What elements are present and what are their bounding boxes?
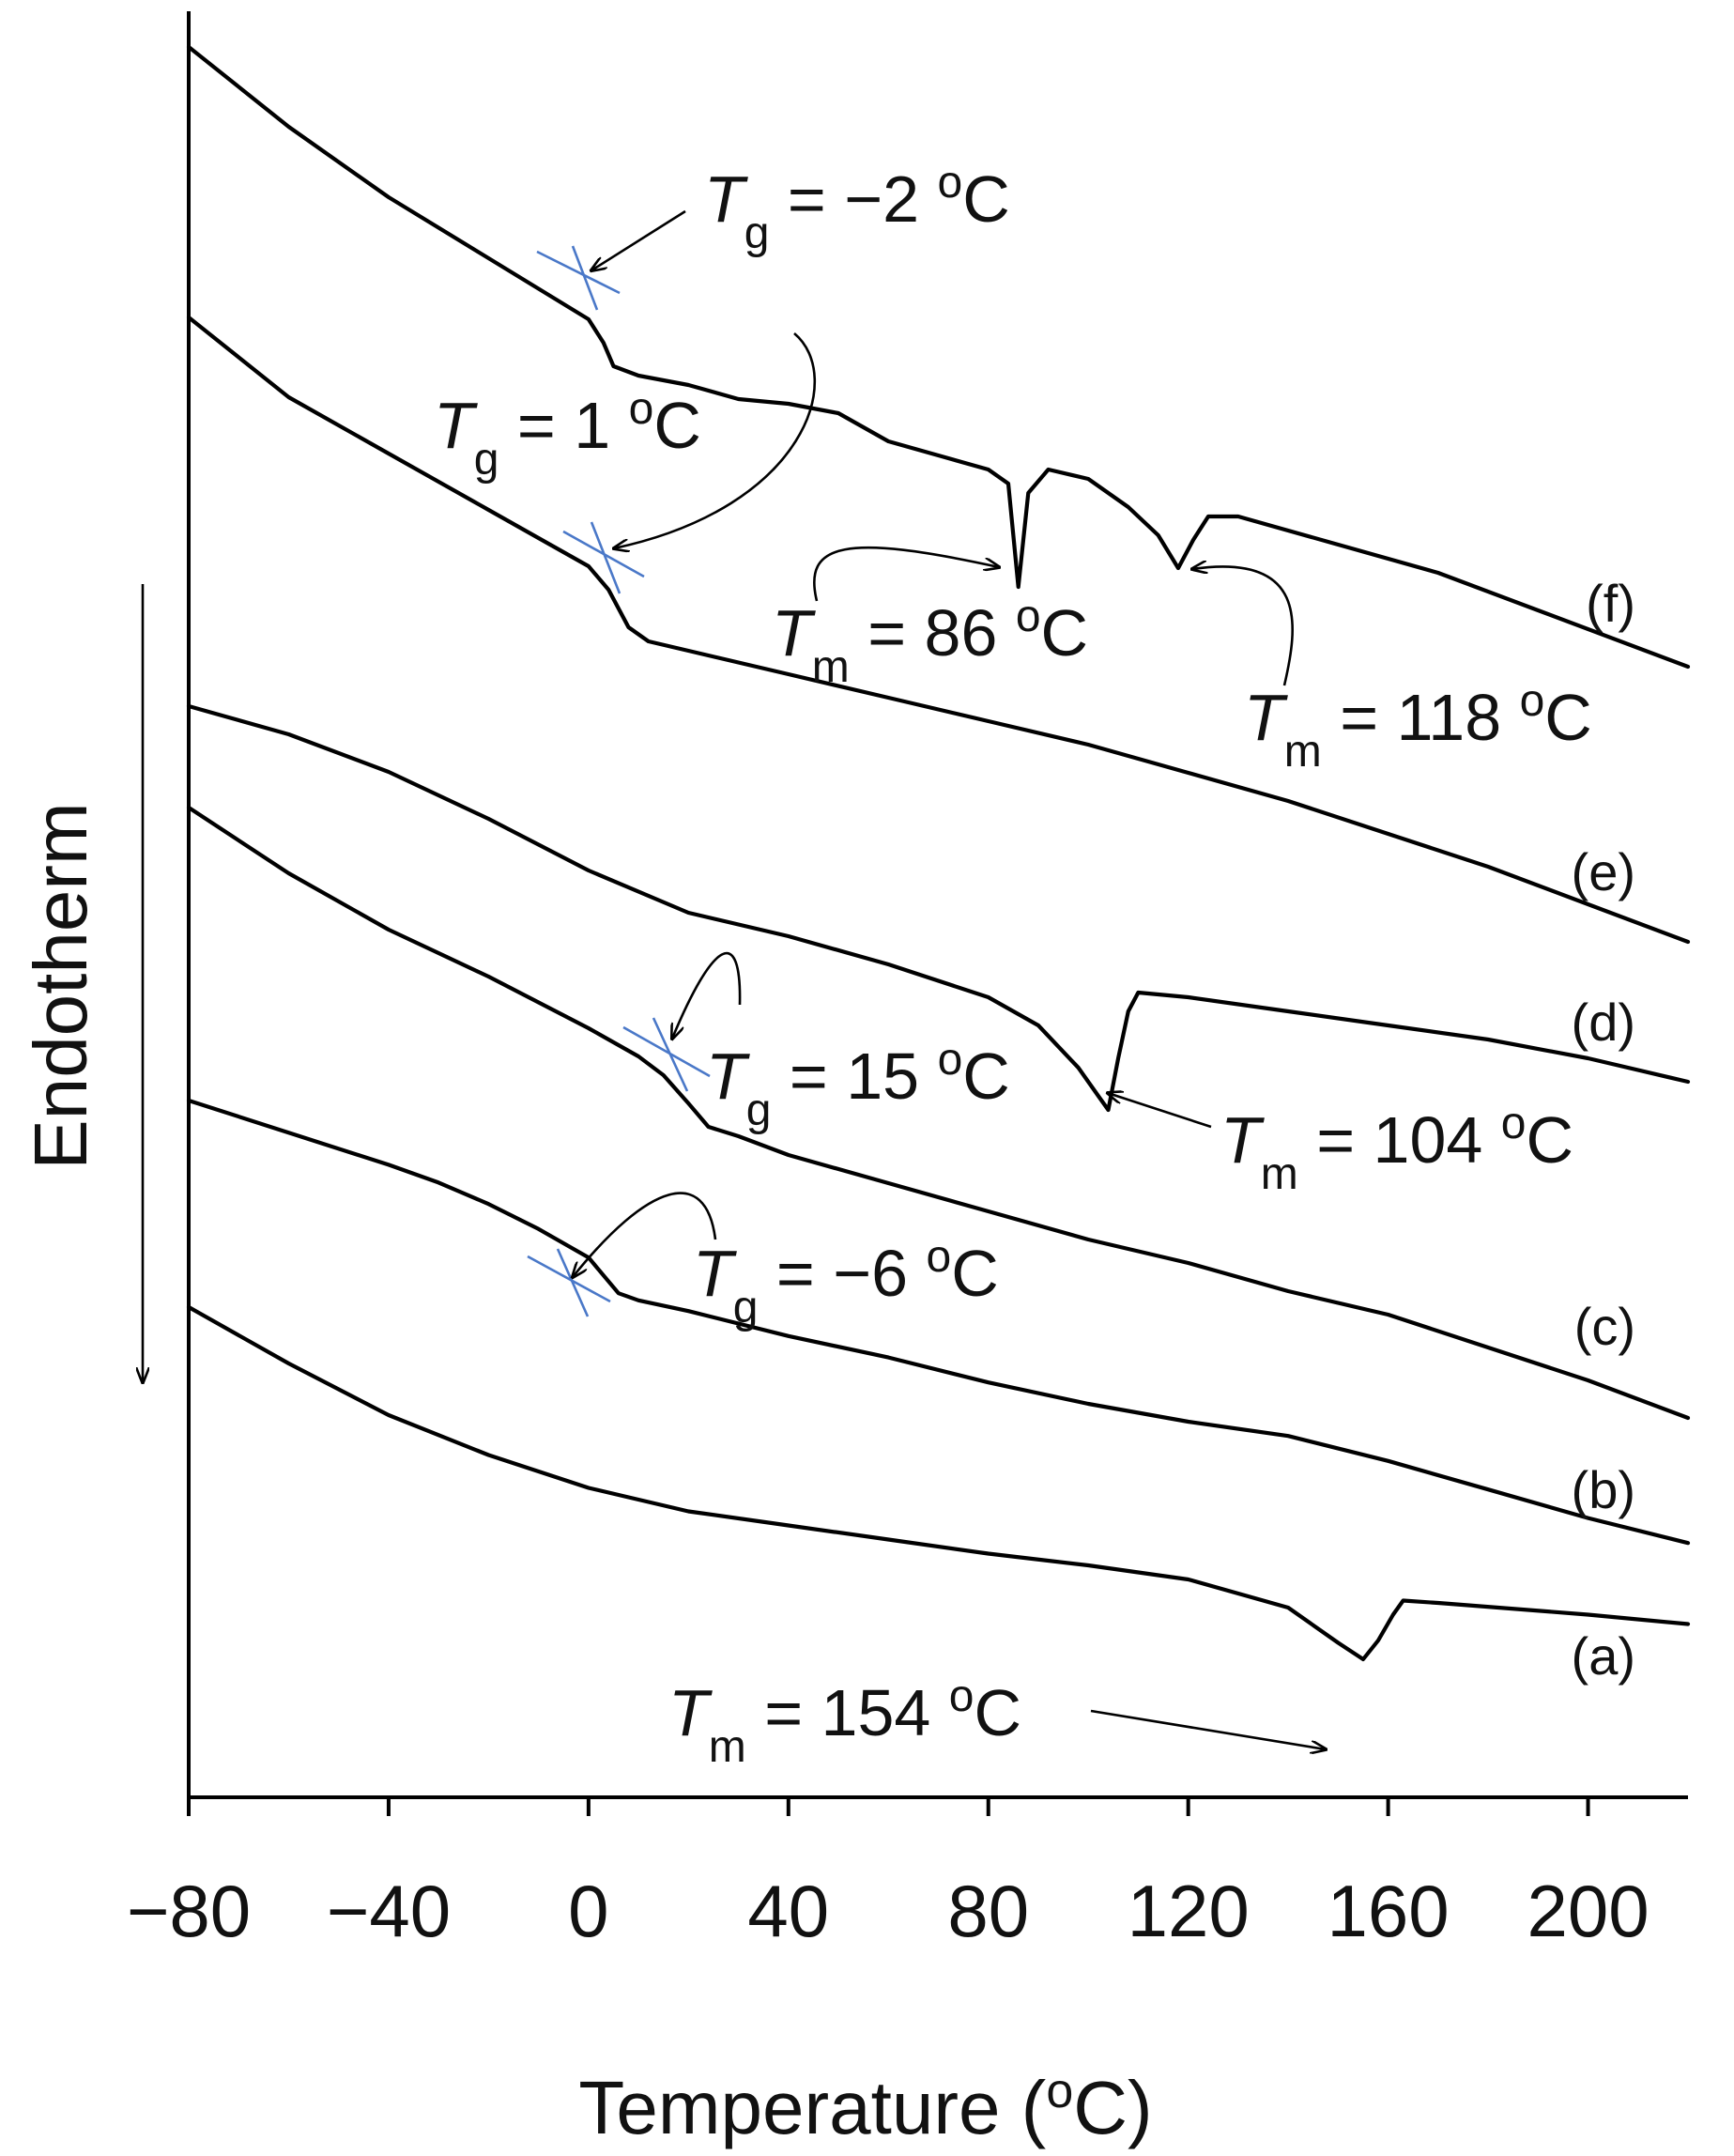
curve-c [186,805,1691,1421]
arrow-a-tm154 [1090,1709,1326,1749]
curve-label-b: (b) [1572,1460,1635,1519]
label-f-tm118: Tm = 118 oC [1244,676,1592,777]
x-axis-tick-labels: −80 −40 0 40 80 120 160 200 [127,1870,1650,1952]
arrow-d-tm104 [1108,1093,1212,1129]
arrow-e-tg [614,332,816,548]
arrow-f-tm86 [812,547,999,602]
curve-f [186,44,1691,670]
curve-a [186,1304,1691,1662]
arrow-f-tg [591,209,686,270]
label-a-tm154: Tm = 154 oC [668,1671,1021,1772]
arrow-f-tm118 [1192,566,1294,686]
x-tick-label: 80 [947,1870,1029,1952]
label-b-tg: Tg = −6 oC [693,1232,999,1332]
tg-mark-c [622,1017,711,1092]
x-tick-label: 0 [568,1870,608,1952]
annotation-arrows [573,209,1326,1749]
x-tick-label: −80 [127,1870,251,1952]
label-d-tm104: Tm = 104 oC [1220,1099,1573,1199]
y-axis-label: Endotherm [19,802,102,1169]
tg-mark-f [536,245,621,311]
label-c-tg: Tg = 15 oC [706,1035,1010,1135]
tg-mark-b [527,1248,611,1317]
x-tick-label: 40 [747,1870,829,1952]
curve-e [186,315,1691,945]
x-tick-label: 160 [1327,1870,1450,1952]
dsc-curves [186,44,1691,1662]
curve-b [186,1098,1691,1546]
tg-mark-e [562,521,645,594]
plot-axes [187,11,1688,1799]
tg-tangent-marks [527,245,711,1317]
x-tick-label: 200 [1527,1870,1649,1952]
curve-label-d: (d) [1572,993,1635,1052]
curve-label-c: (c) [1574,1297,1635,1356]
curve-label-f: (f) [1586,574,1635,633]
annotation-labels: Tg = −2 oC Tg = 1 oC Tm = 86 oC Tm = 118… [434,158,1592,1772]
x-axis-label: Temperature (oC) [578,2064,1152,2149]
arrow-b-tg [573,1192,717,1277]
curve-label-a: (a) [1572,1626,1635,1686]
label-f-tm86: Tm = 86 oC [772,592,1088,692]
arrow-c-tg [672,951,742,1039]
x-tick-label: 120 [1128,1870,1250,1952]
label-e-tg: Tg = 1 oC [434,384,701,485]
curve-d [186,703,1691,1113]
curve-label-e: (e) [1572,842,1635,901]
x-tick-label: −40 [327,1870,451,1952]
curve-labels: (a) (b) (c) (d) (e) (f) [1572,574,1635,1686]
x-axis-ticks [187,1797,1590,1816]
label-f-tg: Tg = −2 oC [704,158,1010,258]
